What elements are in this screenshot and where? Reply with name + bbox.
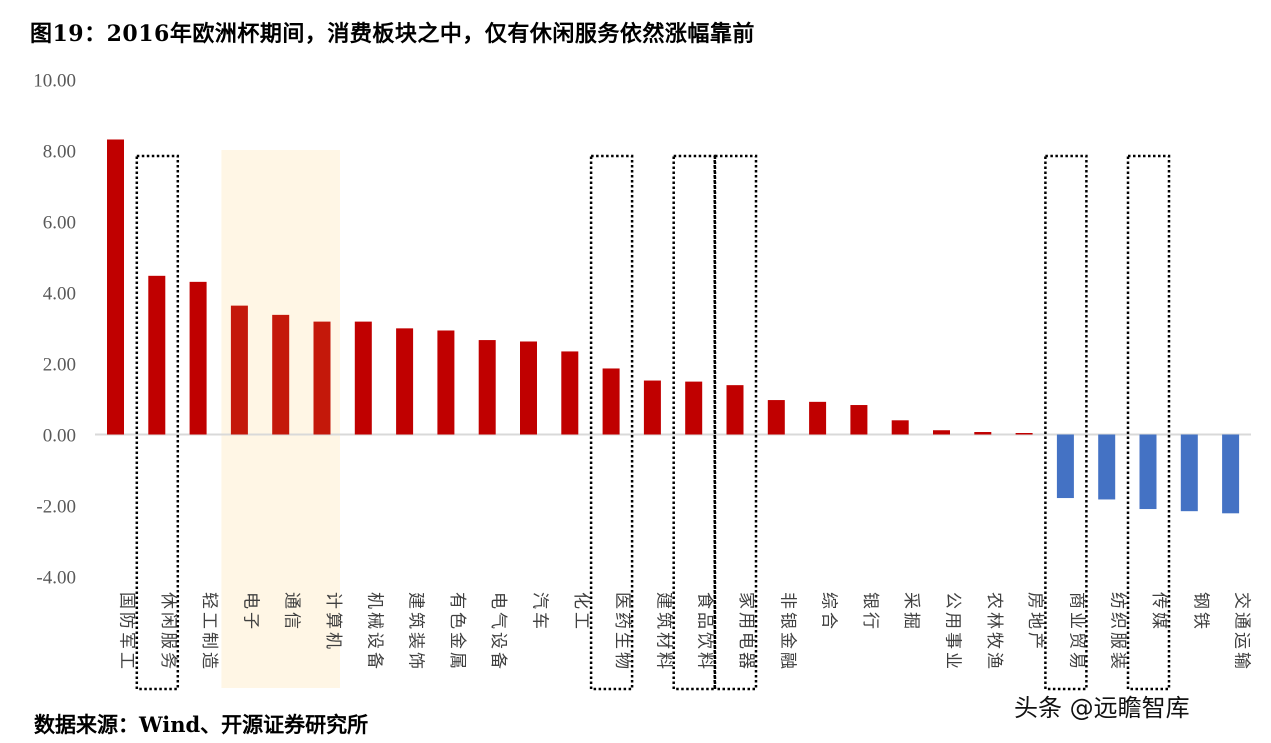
bar-医药生物 [602,368,620,435]
bar-休闲服务 [148,275,166,435]
bar-家用电器 [726,385,744,435]
x-tick-label: 交通运输 [1232,592,1252,672]
y-tick-label: 0.00 [43,426,76,447]
y-axis-ticks: 10.00 8.00 6.00 4.00 2.00 0.00 -2.00 -4.00 [33,71,76,589]
x-tick-label: 计算机 [323,592,343,652]
bar-农林牧渔 [974,432,992,435]
bar-交通运输 [1222,434,1240,514]
bar-公用事业 [933,430,950,435]
x-tick-label: 农林牧渔 [984,592,1004,672]
figure-title: 图19：2016年欧洲杯期间，消费板块之中，仅有休闲服务依然涨幅靠前 [30,21,755,47]
bar-食品饮料 [685,381,703,435]
y-tick-label: 10.00 [33,71,76,92]
bar-国防军工 [107,139,124,435]
x-tick-label: 电气设备 [488,592,508,672]
x-tick-label: 纺织服装 [1108,592,1128,672]
bar-非银金融 [767,400,785,435]
watermark: 头条 @远瞻智库 [1014,694,1190,722]
y-tick-label: 2.00 [43,355,76,376]
x-tick-label: 化工 [571,592,591,632]
bar-轻工制造 [189,281,207,435]
bar-银行 [850,405,868,435]
bar-通信 [272,314,290,435]
x-tick-label: 轻工制造 [199,592,219,672]
dotted-box-医药生物 [589,154,634,691]
x-tick-label: 国防军工 [117,592,137,672]
data-source: 数据来源：Wind、开源证券研究所 [34,712,369,737]
x-tick-label: 房地产 [1025,592,1045,652]
x-tick-label: 休闲服务 [158,592,178,672]
x-axis-labels: 国防军工 休闲服务 轻工制造 电子 通信 计算机 机械设备 建筑装饰 有色金属 电气设备 汽车 化工医… [117,592,1252,672]
x-tick-label: 有色金属 [447,592,467,672]
x-tick-label: 商业贸易 [1066,592,1086,672]
x-tick-label: 建筑材料 [653,592,673,672]
bar-纺织服装 [1098,434,1116,500]
x-tick-label: 食品饮料 [695,592,715,672]
x-tick-label: 采掘 [901,592,921,632]
bar-机械设备 [354,321,372,435]
y-tick-label: -4.00 [36,568,76,589]
bar-房地产 [1015,433,1033,435]
dotted-boxes [135,154,1171,691]
bar-钢铁 [1180,434,1198,512]
bar-建筑材料 [643,380,661,435]
x-tick-label: 综合 [819,592,839,632]
x-tick-label: 钢铁 [1190,592,1210,632]
bar-建筑装饰 [396,328,414,435]
x-tick-label: 传媒 [1149,592,1169,632]
y-tick-label: 6.00 [43,213,76,234]
bars [107,139,1240,514]
x-tick-label: 医药生物 [612,592,632,672]
x-tick-label: 家用电器 [736,592,756,672]
bar-有色金属 [437,330,455,435]
y-tick-label: 4.00 [43,284,76,305]
dotted-box-传媒 [1126,154,1171,691]
dotted-box-家用电器 [713,154,758,691]
bar-汽车 [520,341,537,435]
bar-计算机 [313,321,331,435]
dotted-box-商业贸易 [1044,154,1088,691]
dotted-box-休闲服务 [135,154,180,691]
bar-综合 [809,401,827,435]
bar-采掘 [891,420,909,435]
bar-电气设备 [478,340,496,435]
bar-电子 [230,305,248,435]
bar-传媒 [1139,434,1157,510]
bar-商业贸易 [1056,434,1074,499]
x-tick-label: 公用事业 [943,592,963,672]
x-tick-label: 银行 [860,592,880,632]
y-tick-label: -2.00 [36,497,76,518]
x-tick-label: 通信 [282,592,302,632]
x-tick-label: 汽车 [530,592,550,632]
bar-化工 [561,351,579,435]
y-tick-label: 8.00 [43,142,76,163]
x-tick-label: 机械设备 [364,592,384,672]
x-tick-label: 非银金融 [777,592,797,672]
x-tick-label: 电子 [240,592,260,632]
x-tick-label: 建筑装饰 [406,592,426,672]
